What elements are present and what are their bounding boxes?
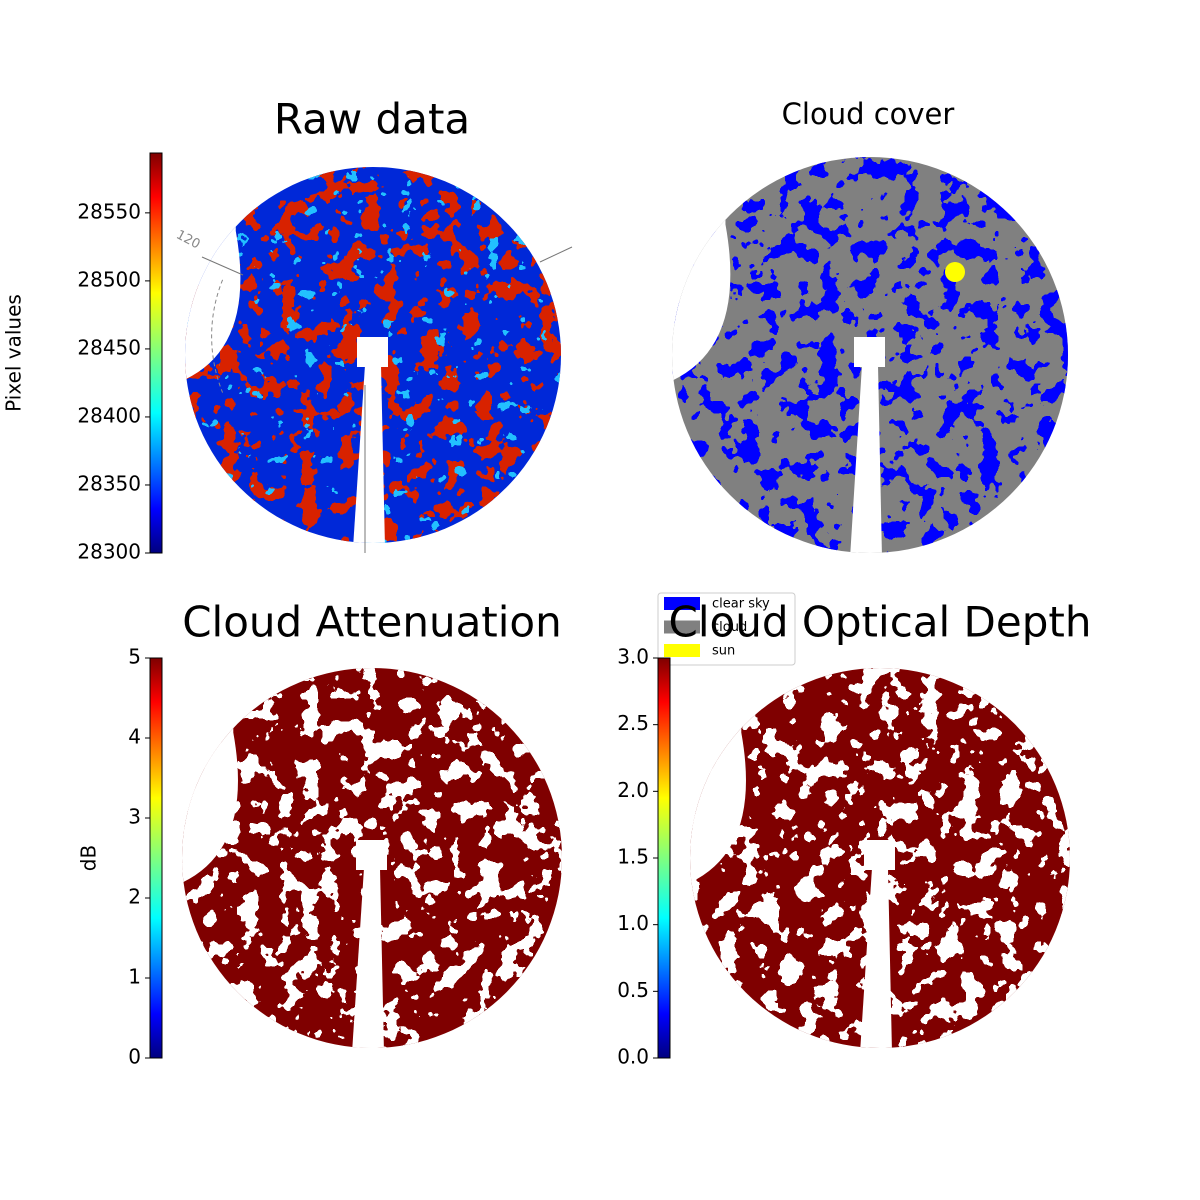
panel-title: Cloud Optical Depth bbox=[669, 598, 1092, 647]
colorbar-tick-label: 28550 bbox=[77, 199, 141, 223]
colorbar-tick-label: 4 bbox=[128, 725, 141, 749]
colorbar-label: dB bbox=[77, 845, 101, 871]
colorbar-tick-label: 1.5 bbox=[617, 845, 649, 869]
mask bbox=[864, 840, 895, 870]
colorbar-tick-label: 3 bbox=[128, 805, 141, 829]
polar-label: 120 bbox=[174, 228, 203, 253]
colorbar bbox=[657, 657, 671, 1059]
colorbar bbox=[149, 657, 163, 1059]
colorbar-tick-label: 5 bbox=[128, 645, 141, 669]
colorbar-tick-label: 0.5 bbox=[617, 978, 649, 1002]
colorbar-tick-label: 0 bbox=[128, 1045, 141, 1069]
colorbar bbox=[149, 152, 163, 554]
colorbar-tick-label: 2.5 bbox=[617, 711, 649, 735]
legend-swatch bbox=[664, 644, 700, 657]
mask bbox=[352, 868, 384, 1048]
sky-image bbox=[185, 167, 561, 543]
mask bbox=[854, 337, 885, 367]
colorbar-tick-label: 28450 bbox=[77, 335, 141, 359]
mask bbox=[860, 868, 892, 1048]
mask bbox=[353, 365, 385, 543]
polar-grid bbox=[201, 256, 244, 276]
colorbar-tick-label: 1 bbox=[128, 965, 141, 989]
colorbar-tick-label: 2.0 bbox=[617, 778, 649, 802]
legend-swatch bbox=[664, 620, 700, 634]
polar-grid bbox=[211, 279, 224, 393]
mask bbox=[850, 365, 882, 553]
colorbar-label: Pixel values bbox=[2, 294, 26, 412]
colorbar-tick-label: 28500 bbox=[77, 267, 141, 291]
legend-label: sun bbox=[712, 644, 735, 659]
panel-title: Cloud Attenuation bbox=[182, 598, 562, 647]
legend-label: cloud bbox=[712, 620, 747, 635]
sun-marker bbox=[945, 262, 965, 282]
colorbar-tick-label: 28350 bbox=[77, 471, 141, 495]
colorbar-tick-label: 28400 bbox=[77, 403, 141, 427]
legend-label: clear sky bbox=[712, 597, 770, 612]
panel-title: Cloud cover bbox=[782, 97, 955, 131]
panel-title: Raw data bbox=[274, 95, 470, 144]
sky-image bbox=[690, 668, 1070, 1048]
colorbar-tick-label: 3.0 bbox=[617, 645, 649, 669]
colorbar-tick-label: 0.0 bbox=[617, 1045, 649, 1069]
legend-swatch bbox=[664, 597, 700, 610]
polar-grid bbox=[539, 246, 573, 263]
mask bbox=[357, 337, 388, 367]
colorbar-tick-label: 1.0 bbox=[617, 911, 649, 935]
colorbar-tick-label: 2 bbox=[128, 885, 141, 909]
colorbar-tick-label: 28300 bbox=[77, 540, 141, 564]
sky-image bbox=[672, 157, 1068, 553]
sky-image bbox=[182, 668, 562, 1048]
mask bbox=[356, 840, 387, 870]
